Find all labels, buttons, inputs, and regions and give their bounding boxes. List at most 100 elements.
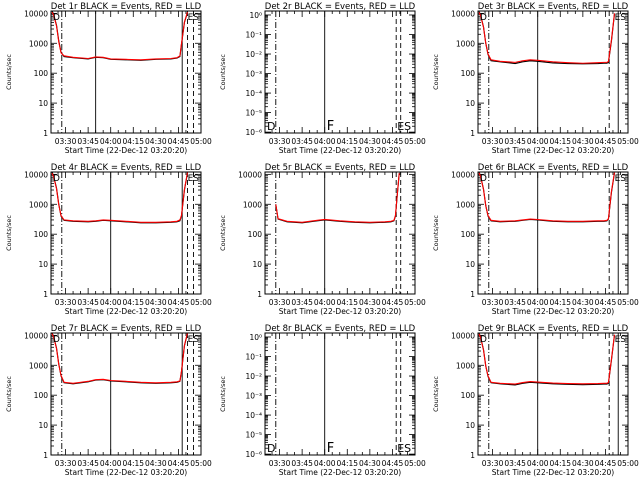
panel-title: Det 8r BLACK = Events, RED = LLD: [265, 324, 416, 334]
x-tick-label: 04:30: [145, 298, 167, 307]
y-tick-label: 1: [43, 451, 48, 460]
x-tick-label: 04:45: [382, 137, 404, 146]
x-tick-label: 04:15: [122, 298, 144, 307]
x-tick-label: 04:00: [527, 298, 549, 307]
plot-frame: [50, 171, 202, 295]
x-tick-label: 05:00: [404, 459, 426, 468]
y-tick-label: 100: [34, 69, 49, 78]
panel-title: Det 5r BLACK = Events, RED = LLD: [265, 163, 416, 173]
x-tick-label: 04:45: [595, 137, 617, 146]
y-tick-label: 10: [465, 260, 475, 269]
y-tick-label: 100: [461, 230, 476, 239]
y-tick-label: 10⁻³: [245, 70, 262, 79]
x-axis-label: Start Time (22-Dec-12 03:20:20): [279, 307, 401, 316]
x-tick-label: 03:45: [77, 459, 99, 468]
x-tick-label: 04:30: [572, 298, 594, 307]
y-tick-label: 10: [38, 260, 48, 269]
y-tick-label: 10000: [24, 9, 48, 18]
y-tick-label: 10⁻¹: [245, 353, 262, 362]
y-tick-label: 10⁻⁶: [245, 450, 262, 459]
x-axis-label: Start Time (22-Dec-12 03:20:20): [279, 146, 401, 155]
x-tick-label: 05:00: [190, 298, 212, 307]
series-lld-line: [478, 172, 616, 222]
y-tick-label: 1: [43, 290, 48, 299]
x-tick-label: 04:30: [359, 459, 381, 468]
panel-title: Det 9r BLACK = Events, RED = LLD: [478, 324, 629, 334]
x-tick-label: 04:30: [359, 298, 381, 307]
series-events-line: [478, 333, 616, 386]
y-tick-label: 10000: [451, 9, 475, 18]
y-tick-label: 1: [470, 129, 475, 138]
x-tick-label: 03:45: [504, 298, 526, 307]
x-tick-label: 04:00: [527, 137, 549, 146]
x-tick-label: 04:15: [336, 137, 358, 146]
marker-bottom-right: ES: [397, 120, 411, 133]
plot-frame: [477, 332, 629, 456]
x-tick-label: 04:15: [122, 137, 144, 146]
panel-3: Det 3r BLACK = Events, RED = LLD Counts/s…: [432, 2, 639, 155]
plot-frame: [264, 332, 416, 456]
series-lld-line: [51, 11, 188, 61]
marker-corner-left: D: [480, 13, 487, 23]
x-tick-label: 04:45: [595, 459, 617, 468]
y-tick-label: 1: [470, 290, 475, 299]
x-tick-label: 03:45: [77, 137, 99, 146]
marker-bottom-left: D: [267, 442, 275, 455]
panel-4: Det 4r BLACK = Events, RED = LLD Counts/s…: [5, 163, 212, 316]
y-tick-label: 10⁻²: [245, 50, 262, 59]
y-tick-label: 10: [465, 99, 475, 108]
panel-title: Det 6r BLACK = Events, RED = LLD: [478, 163, 629, 173]
x-tick-label: 04:15: [336, 298, 358, 307]
x-tick-label: 04:00: [100, 137, 122, 146]
x-tick-label: 03:45: [504, 459, 526, 468]
x-tick-label: 05:00: [617, 137, 639, 146]
y-tick-label: 1: [470, 451, 475, 460]
x-tick-label: 03:30: [55, 137, 77, 146]
y-tick-label: 10⁰: [249, 11, 262, 20]
y-axis-label: Counts/sec: [5, 54, 13, 90]
x-tick-label: 04:30: [145, 137, 167, 146]
y-axis-label: Counts/sec: [219, 215, 227, 251]
x-tick-label: 04:00: [100, 298, 122, 307]
y-tick-label: 1000: [456, 361, 475, 370]
x-tick-label: 04:30: [145, 459, 167, 468]
x-tick-label: 05:00: [617, 298, 639, 307]
y-tick-label: 100: [248, 230, 263, 239]
series-events-line: [275, 173, 400, 224]
marker-bottom-left: D: [267, 120, 275, 133]
series-events-line: [478, 11, 616, 65]
x-tick-label: 04:00: [314, 137, 336, 146]
x-tick-label: 04:15: [549, 459, 571, 468]
x-tick-label: 04:45: [168, 137, 190, 146]
marker-bottom-mid: F: [327, 119, 334, 134]
y-tick-label: 1000: [29, 39, 48, 48]
y-tick-label: 1000: [456, 39, 475, 48]
marker-bottom-mid: F: [327, 441, 334, 456]
y-tick-label: 10: [465, 421, 475, 430]
y-tick-label: 10⁻⁴: [245, 411, 262, 420]
x-axis-label: Start Time (22-Dec-12 03:20:20): [65, 307, 187, 316]
x-tick-label: 04:00: [314, 459, 336, 468]
y-tick-label: 10000: [451, 170, 475, 179]
marker-bottom-right: ES: [397, 442, 411, 455]
y-tick-label: 10000: [451, 331, 475, 340]
plot-frame: [264, 10, 416, 134]
x-tick-label: 04:30: [359, 137, 381, 146]
x-tick-label: 04:00: [100, 459, 122, 468]
panel-title: Det 2r BLACK = Events, RED = LLD: [265, 2, 416, 12]
y-axis-label: Counts/sec: [432, 376, 440, 412]
x-tick-label: 04:30: [572, 459, 594, 468]
x-tick-label: 03:45: [77, 298, 99, 307]
y-tick-label: 1: [257, 290, 262, 299]
x-axis-label: Start Time (22-Dec-12 03:20:20): [492, 307, 614, 316]
y-tick-label: 100: [461, 69, 476, 78]
x-tick-label: 04:45: [168, 459, 190, 468]
series-events-line: [51, 333, 188, 385]
y-tick-label: 10⁻⁵: [245, 109, 262, 118]
x-tick-label: 04:15: [549, 137, 571, 146]
marker-corner-left: D: [53, 335, 60, 345]
x-tick-label: 03:45: [291, 298, 313, 307]
plot-frame: [477, 171, 629, 295]
series-events-line: [478, 172, 616, 223]
